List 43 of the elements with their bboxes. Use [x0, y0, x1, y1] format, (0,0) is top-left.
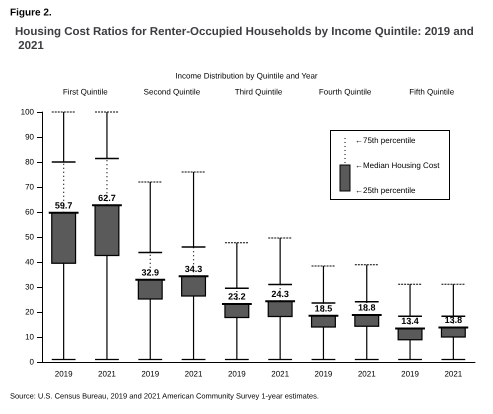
y-tick-label: 60: [25, 208, 35, 216]
text: 59.7: [54, 200, 72, 210]
text: 34.3: [184, 264, 202, 274]
y-tick-label: 10: [25, 332, 35, 342]
x-tick-label: 2021: [444, 370, 463, 378]
x-tick-label: 2019: [141, 370, 160, 378]
y-tick-label: 90: [25, 132, 35, 142]
key-panel: ←75th percentile ←Median Housing Cost ←25th percentile: [330, 130, 450, 200]
chart-title: Housing Cost Ratios for Renter-Occupied Households by Income Quintile: 2019 and 2021: [15, 26, 474, 52]
annotation: ←75th percentile: [355, 136, 416, 146]
x-tick-label: 2021: [98, 370, 116, 378]
y-tick-label: 50: [25, 232, 35, 242]
text: 18.5: [314, 303, 332, 314]
text: 13.4: [401, 316, 419, 326]
y-tick-label: 80: [25, 158, 35, 166]
y-tick-label: 40: [25, 258, 35, 266]
x-tick-label: 2019: [314, 370, 333, 378]
x-tick-label: 2019: [228, 370, 246, 378]
text: Fourth Quintile: [318, 88, 372, 96]
annotation: ←25th percentile: [355, 186, 416, 196]
text: Third Quintile: [234, 88, 283, 96]
text: 13.8: [444, 315, 462, 325]
y-tick-label: 20: [25, 308, 35, 316]
x-tick-label: 2019: [54, 370, 74, 378]
caption: Figure 2.: [10, 8, 52, 18]
x-axis-title: Income Distribution by Quintile and Year: [175, 72, 318, 80]
text: 23.2: [228, 292, 246, 302]
text: 24.3: [271, 288, 289, 299]
y-tick-label: 100: [20, 108, 35, 116]
text: 32.9: [141, 267, 160, 278]
x-tick-label: 2021: [184, 370, 203, 378]
y-tick-label: 70: [25, 182, 35, 192]
text: First Quintile: [62, 88, 108, 96]
text: Second Quintile: [144, 88, 201, 96]
text: 62.7: [98, 192, 116, 203]
x-tick-label: 2021: [358, 370, 376, 378]
x-tick-label: 2019: [401, 370, 420, 378]
text: 18.8: [358, 302, 376, 312]
y-tick-label: 30: [25, 282, 35, 292]
text: Fifth Quintile: [409, 88, 455, 96]
y-tick-label: 0: [30, 358, 35, 366]
annotation: ←Median Housing Cost: [355, 161, 440, 171]
x-tick-label: 2021: [271, 370, 290, 378]
